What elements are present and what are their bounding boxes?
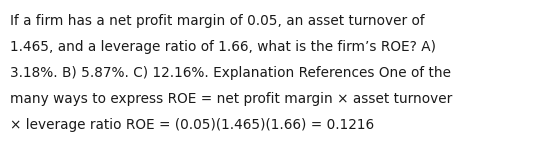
Text: × leverage ratio ROE = (0.05)(1.465)(1.66) = 0.1216: × leverage ratio ROE = (0.05)(1.465)(1.6… <box>10 118 374 132</box>
Text: If a firm has a net profit margin of 0.05, an asset turnover of: If a firm has a net profit margin of 0.0… <box>10 14 425 28</box>
Text: 1.465, and a leverage ratio of 1.66, what is the firm’s ROE? A): 1.465, and a leverage ratio of 1.66, wha… <box>10 40 436 54</box>
Text: 3.18%. B) 5.87%. C) 12.16%. Explanation References One of the: 3.18%. B) 5.87%. C) 12.16%. Explanation … <box>10 66 451 80</box>
Text: many ways to express ROE = net profit margin × asset turnover: many ways to express ROE = net profit ma… <box>10 92 452 106</box>
